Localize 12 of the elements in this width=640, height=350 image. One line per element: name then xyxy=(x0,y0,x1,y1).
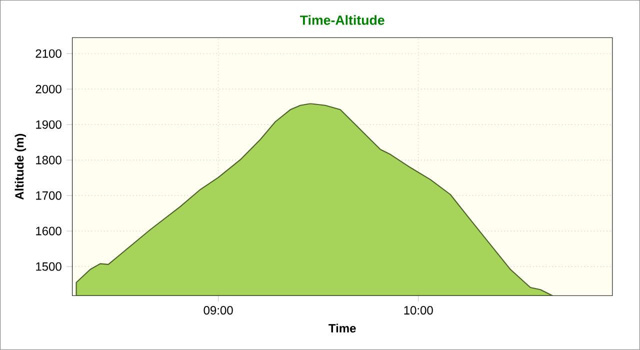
y-axis-title: Altitude (m) xyxy=(14,134,26,200)
x-tick-label: 09:00 xyxy=(204,306,233,315)
y-tick-label: 1800 xyxy=(36,156,62,164)
y-tick-label: 2100 xyxy=(36,49,62,58)
y-tick-label: 1500 xyxy=(36,262,62,271)
x-axis-title: Time xyxy=(328,324,356,333)
chart-title: Time-Altitude xyxy=(300,15,384,25)
y-tick-label: 1600 xyxy=(36,226,62,236)
x-tick-label: 10:00 xyxy=(404,306,433,315)
y-tick-label: 2000 xyxy=(36,84,62,94)
y-tick-label: 1900 xyxy=(36,120,62,129)
y-tick-label: 1700 xyxy=(36,191,62,200)
